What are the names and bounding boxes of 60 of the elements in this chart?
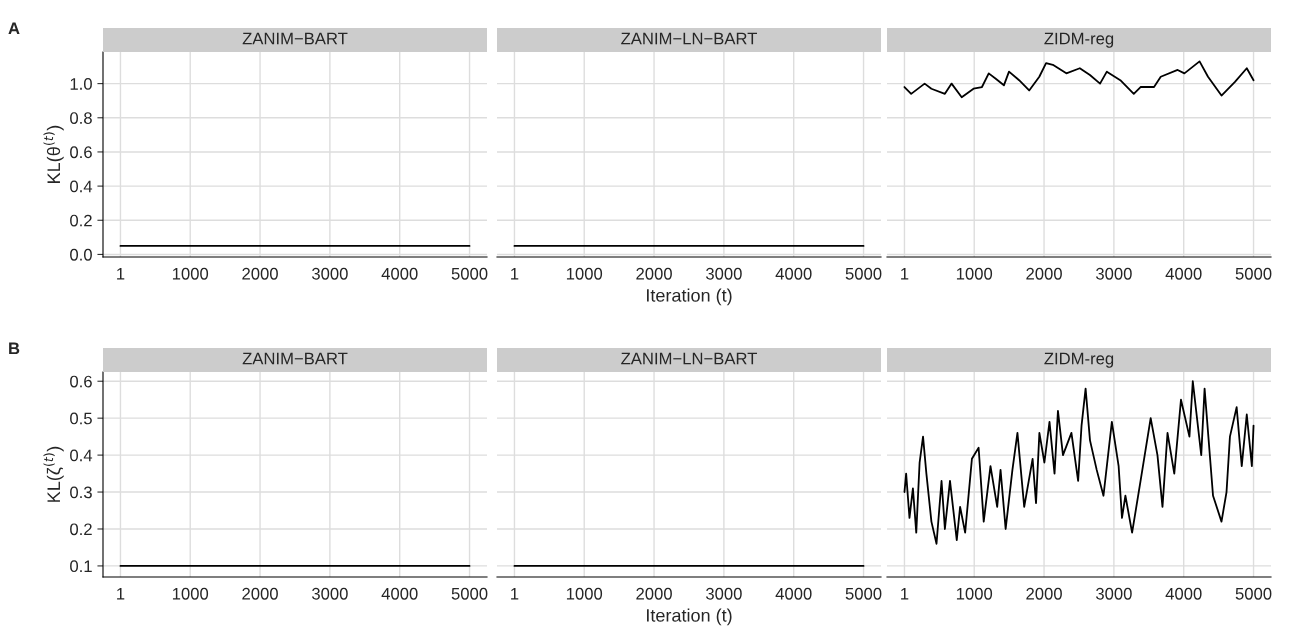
x-tick-label: 5000 [451,587,488,600]
chart-title: ZANIM−LN−BART [621,352,758,365]
text: B [9,342,20,355]
y-tick-label: 0.0 [70,248,92,261]
x-tick-label: 1 [117,588,125,600]
text: A [8,22,20,35]
x-tick-label: 1000 [956,587,993,600]
chart-title: ZANIM−BART [242,32,348,45]
x-tick-label: 4000 [775,267,812,280]
x-tick-label: 4000 [1165,267,1202,280]
x-tick-label: 5000 [845,267,882,280]
x-tick-label: 2000 [242,267,278,280]
x-tick-label: 1 [901,268,909,280]
chart-title: ZANIM−BART [242,352,348,365]
y-tick-label: 0.6 [70,375,92,388]
x-tick-label: 5000 [451,267,488,280]
x-tick-label: 1 [117,268,125,280]
x-tick-label: 2000 [242,587,278,600]
x-tick-label: 4000 [381,267,418,280]
x-tick-label: 4000 [775,587,812,600]
x-tick-label: 1 [511,588,519,600]
x-tick-label: 1000 [956,267,993,280]
x-tick-label: 2000 [1026,587,1062,600]
x-tick-label: 3000 [311,267,348,280]
y-tick-label: 0.4 [70,180,93,193]
x-tick-label: 3000 [1095,587,1132,600]
x-tick-label: 1 [511,268,519,280]
x-tick-label: 3000 [311,587,348,600]
x-tick-label: 2000 [636,587,672,600]
x-tick-label: 1000 [172,587,209,600]
chart-title: ZIDM-reg [1044,352,1114,368]
x-tick-label: 5000 [1235,587,1272,600]
x-tick-label: 5000 [1235,267,1272,280]
y-tick-label: 0.2 [70,523,92,536]
y-tick-label: 1.0 [70,78,92,90]
x-tick-label: 2000 [1026,267,1062,280]
y-axis-title: KL(ζ$^{(t)}$) [43,446,64,502]
y-tick-label: 0.5 [70,412,92,425]
y-tick-label: 0.1 [70,560,92,573]
x-tick-label: 1 [901,588,909,600]
chart-title: ZIDM-reg [1044,32,1114,48]
y-tick-label: 0.4 [70,449,93,462]
y-tick-label: 0.8 [70,112,92,124]
x-tick-label: 4000 [1165,587,1202,600]
x-tick-label: 2000 [636,267,672,280]
x-tick-label: 3000 [705,267,742,280]
x-tick-label: 3000 [705,587,742,600]
y-tick-label: 0.3 [70,486,92,499]
y-tick-label: 0.2 [70,214,92,227]
x-tick-label: 5000 [845,587,882,600]
x-tick-label: 1000 [566,587,603,600]
x-tick-label: 1000 [566,267,603,280]
x-axis-title: Iteration (t) [647,288,732,306]
y-axis-title: KL(θ$^{(t)}$) [43,125,64,183]
x-tick-label: 1000 [172,267,209,280]
x-axis-title: Iteration (t) [647,608,732,626]
x-tick-label: 4000 [381,587,418,600]
chart-title: ZANIM−LN−BART [621,32,758,45]
y-tick-label: 0.6 [70,146,92,159]
x-tick-label: 3000 [1095,267,1132,280]
